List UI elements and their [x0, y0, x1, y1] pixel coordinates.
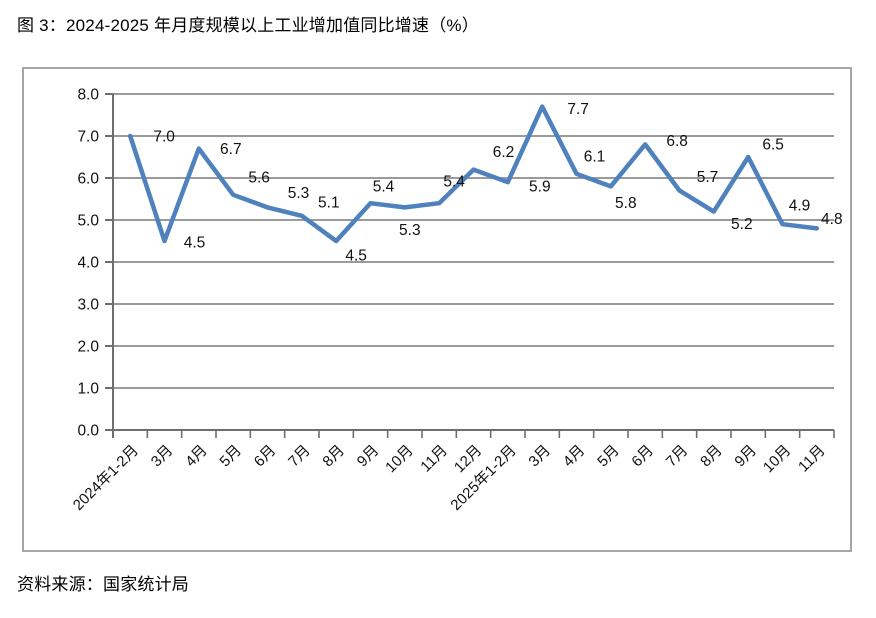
x-tick-label: 3月: [525, 442, 554, 471]
x-tick-label: 10月: [760, 442, 794, 476]
data-label: 6.7: [220, 141, 242, 158]
data-label: 5.4: [443, 174, 465, 191]
y-tick-label: 8.0: [77, 87, 99, 104]
x-tick-label: 2024年1-2月: [70, 442, 142, 514]
data-label: 7.7: [567, 101, 589, 118]
source-note: 资料来源：国家统计局: [17, 575, 189, 594]
x-tick-label: 4月: [560, 442, 589, 471]
x-tick-label: 5月: [594, 442, 623, 471]
y-tick-label: 4.0: [77, 255, 99, 272]
data-label: 5.7: [697, 169, 719, 186]
data-label: 5.2: [731, 216, 753, 233]
data-label: 5.9: [529, 179, 551, 196]
x-tick-label: 6月: [628, 442, 657, 471]
x-tick-label: 10月: [382, 442, 416, 476]
x-tick-label: 6月: [251, 442, 280, 471]
data-label: 4.9: [789, 198, 811, 215]
y-tick-label: 2.0: [77, 339, 99, 356]
x-tick-label: 7月: [285, 442, 314, 471]
x-tick-label: 5月: [216, 442, 245, 471]
data-label: 5.1: [318, 194, 340, 211]
data-label: 6.8: [666, 133, 688, 150]
data-label: 5.3: [288, 185, 310, 202]
x-tick-label: 8月: [697, 442, 726, 471]
data-label: 4.5: [345, 248, 367, 265]
x-tick-label: 11月: [417, 442, 451, 476]
y-tick-label: 5.0: [77, 213, 99, 230]
data-label: 4.8: [821, 211, 843, 228]
data-label: 6.1: [584, 148, 606, 165]
y-tick-label: 1.0: [77, 381, 99, 398]
x-tick-label: 8月: [319, 442, 348, 471]
data-line: [127, 104, 820, 244]
x-tick-label: 7月: [663, 442, 692, 471]
y-tick-label: 6.0: [77, 171, 99, 188]
y-tick-label: 3.0: [77, 297, 99, 314]
data-label: 4.5: [184, 235, 206, 252]
figure-title: 图 3：2024-2025 年月度规模以上工业增加值同比增速（%）: [17, 16, 479, 35]
x-tick-label: 9月: [354, 442, 383, 471]
data-label: 6.5: [762, 137, 784, 154]
chart-frame: 0.0 1.0 2.0 3.0 4.0 5.0 6.0 7.0 8.0 2024年1-2月 3月 4月…: [22, 67, 852, 552]
data-label: 5.4: [373, 179, 395, 196]
x-tick-label: 4月: [182, 442, 211, 471]
data-label: 5.6: [248, 169, 270, 186]
data-label: 6.2: [493, 144, 515, 161]
x-tick-label: 11月: [795, 442, 829, 476]
data-label: 7.0: [153, 129, 175, 146]
data-label: 5.8: [615, 195, 637, 212]
y-tick-label: 7.0: [77, 129, 99, 146]
data-label: 5.3: [399, 222, 421, 239]
y-tick-label: 0.0: [77, 423, 99, 440]
x-tick-label: 9月: [731, 442, 760, 471]
x-tick-label: 3月: [148, 442, 177, 471]
